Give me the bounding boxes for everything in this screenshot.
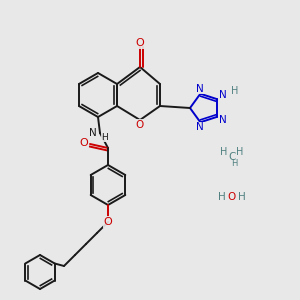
Text: O: O (136, 120, 144, 130)
Text: O: O (136, 38, 144, 48)
Text: N: N (196, 84, 204, 94)
Text: H: H (102, 133, 108, 142)
Text: C: C (228, 152, 236, 162)
Text: N: N (89, 128, 97, 138)
Text: H: H (231, 158, 237, 167)
Text: H: H (236, 147, 244, 157)
Text: N: N (196, 122, 204, 132)
Text: H: H (220, 147, 228, 157)
Text: O: O (228, 192, 236, 202)
Text: N: N (219, 115, 227, 125)
Text: N: N (219, 90, 227, 100)
Text: H: H (238, 192, 246, 202)
Text: O: O (103, 217, 112, 227)
Text: O: O (80, 138, 88, 148)
Text: H: H (218, 192, 226, 202)
Text: H: H (231, 86, 239, 96)
